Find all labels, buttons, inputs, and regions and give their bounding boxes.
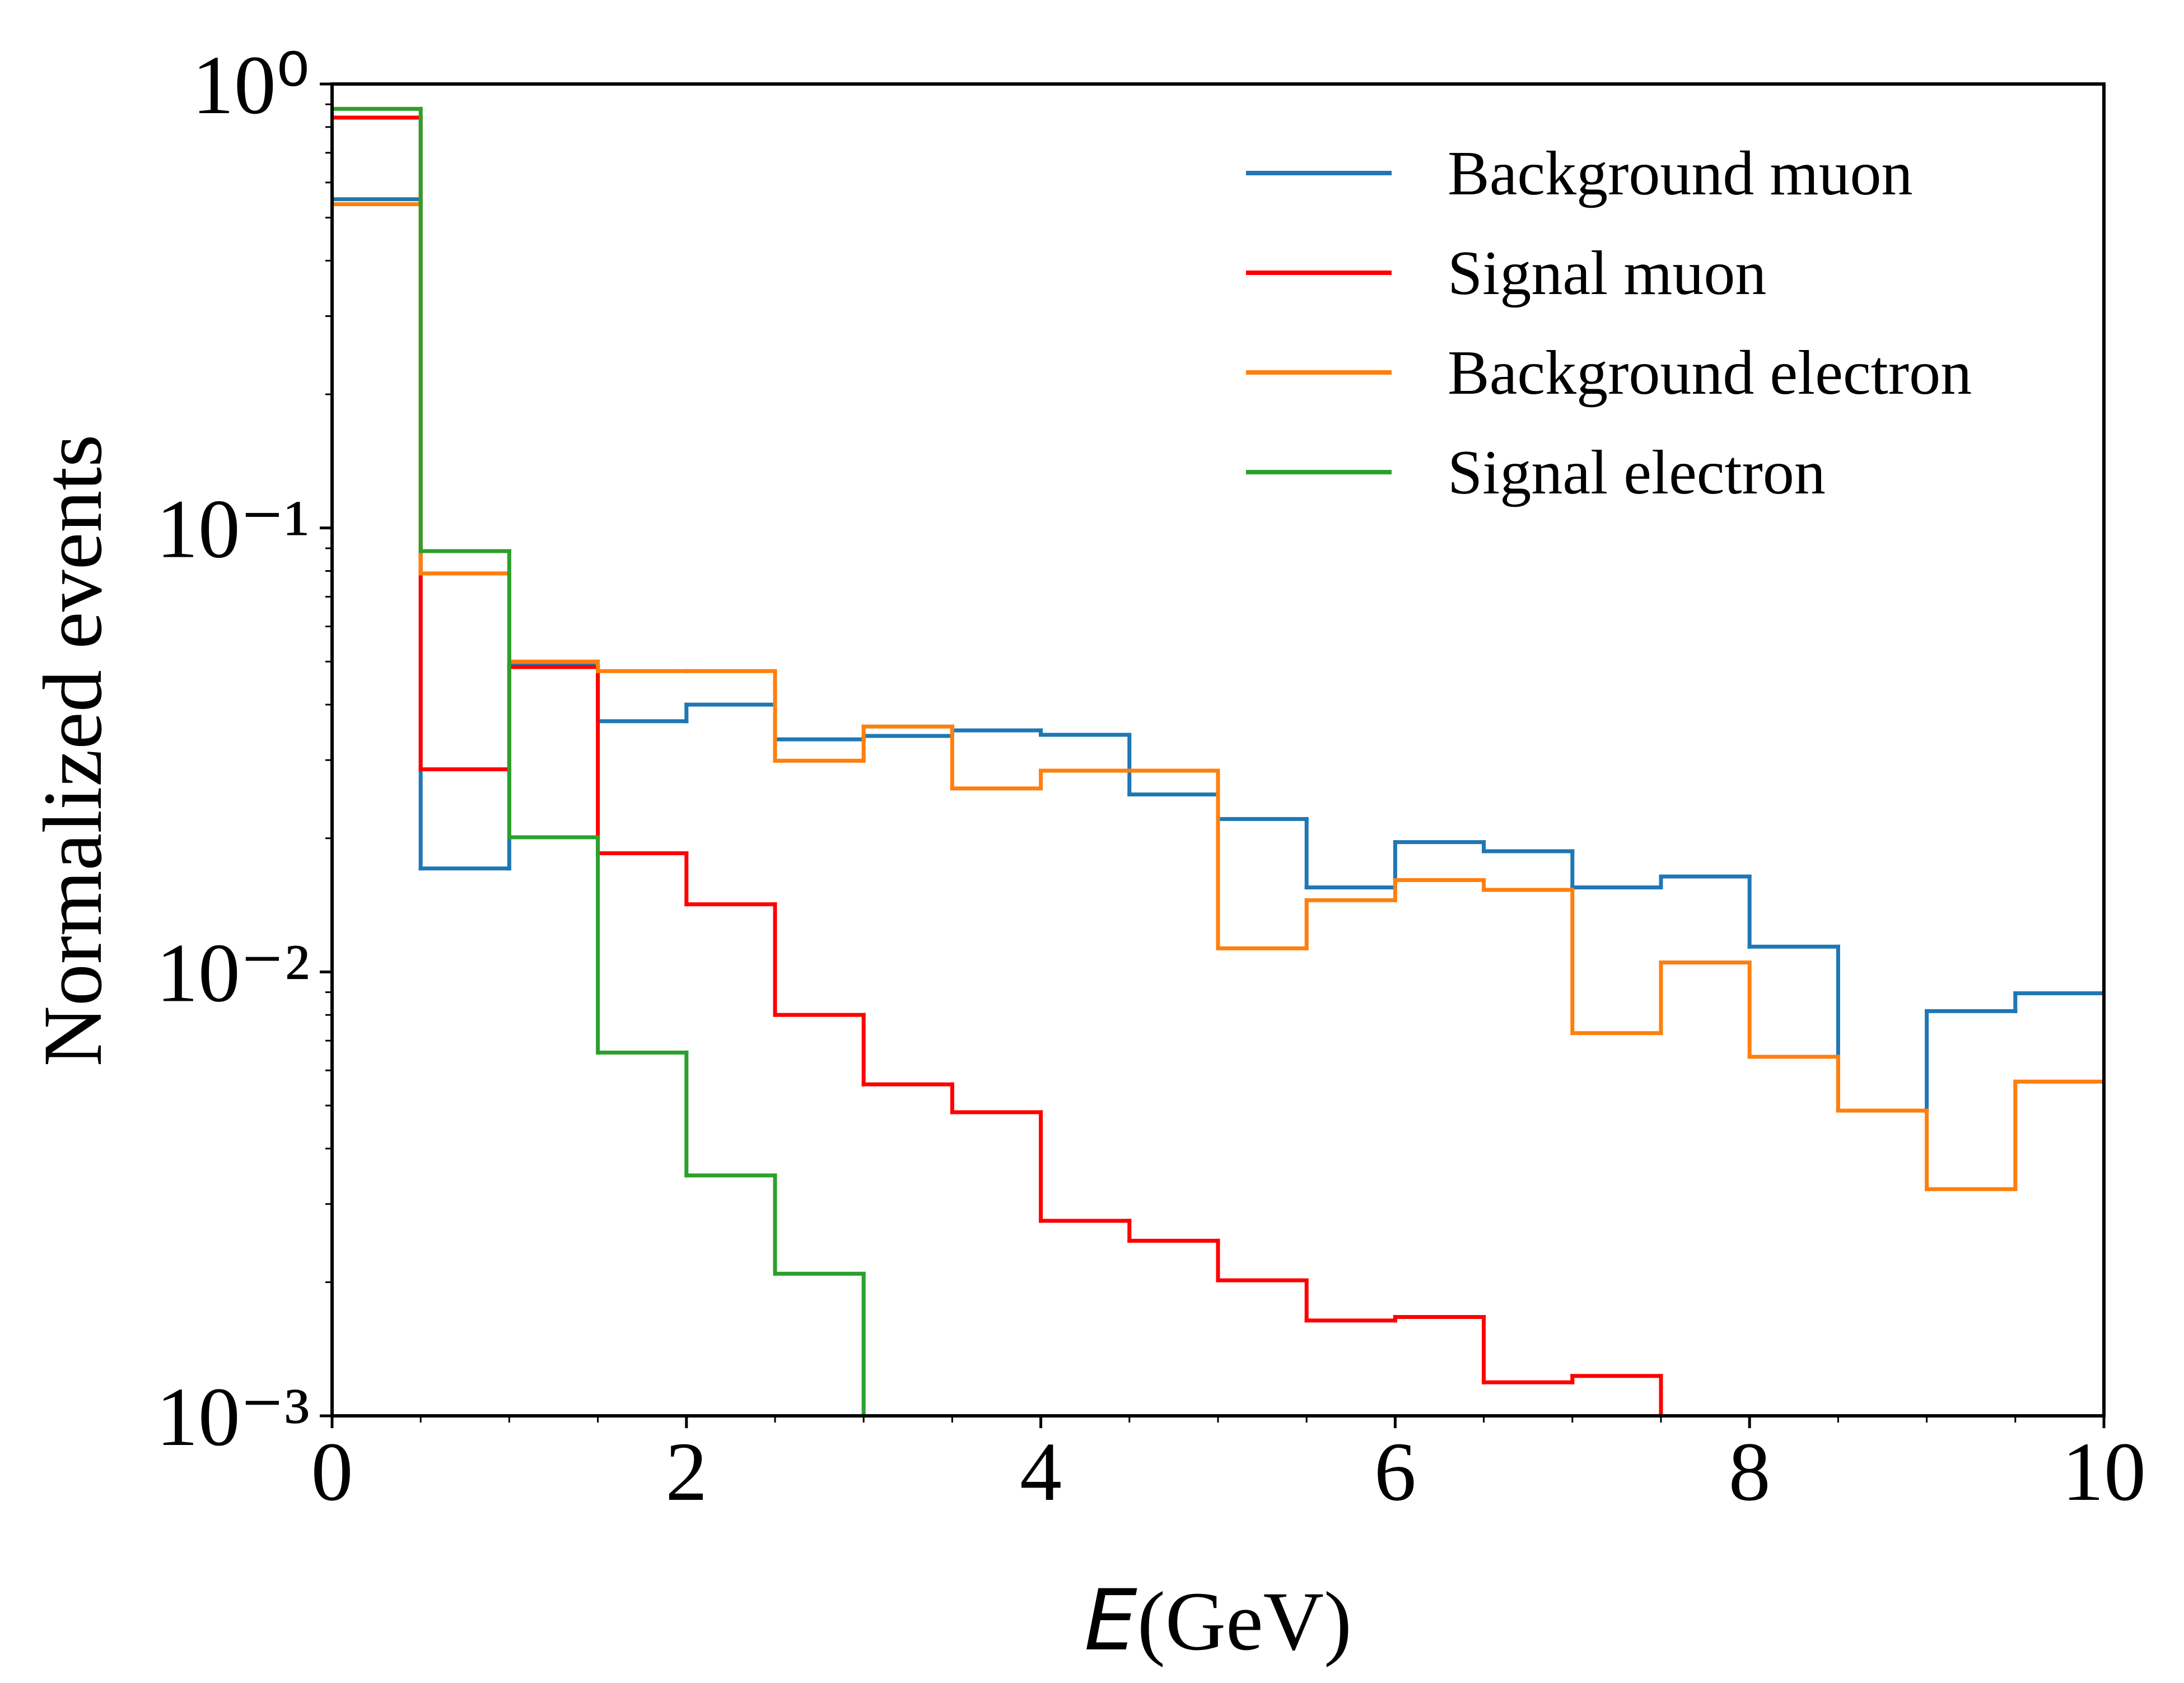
series xyxy=(332,115,1663,1416)
y-tick-label: 10⁻¹ xyxy=(156,483,310,576)
legend-label: Background electron xyxy=(1448,338,1972,408)
x-tick-label: 6 xyxy=(1374,1425,1416,1518)
y-tick-label: 10⁻² xyxy=(156,926,310,1019)
x-tick-label: 8 xyxy=(1729,1425,1771,1518)
legend-label: Background muon xyxy=(1448,139,1913,208)
x-tick-label: 10 xyxy=(2062,1425,2146,1518)
y-tick-label: 10⁰ xyxy=(192,39,310,132)
legend-label: Signal muon xyxy=(1448,239,1766,308)
x-tick-label: 2 xyxy=(665,1425,707,1518)
legend-label: Signal electron xyxy=(1448,438,1826,507)
y-axis-label: Normalized events xyxy=(26,435,119,1067)
x-tick-label: 4 xyxy=(1020,1425,1062,1518)
plot-area xyxy=(332,106,2104,1416)
series xyxy=(332,106,866,1416)
y-tick-label: 10⁻³ xyxy=(156,1370,310,1463)
x-axis-label: E(GeV) xyxy=(1084,1572,1352,1670)
x-tick-label: 0 xyxy=(311,1425,353,1518)
